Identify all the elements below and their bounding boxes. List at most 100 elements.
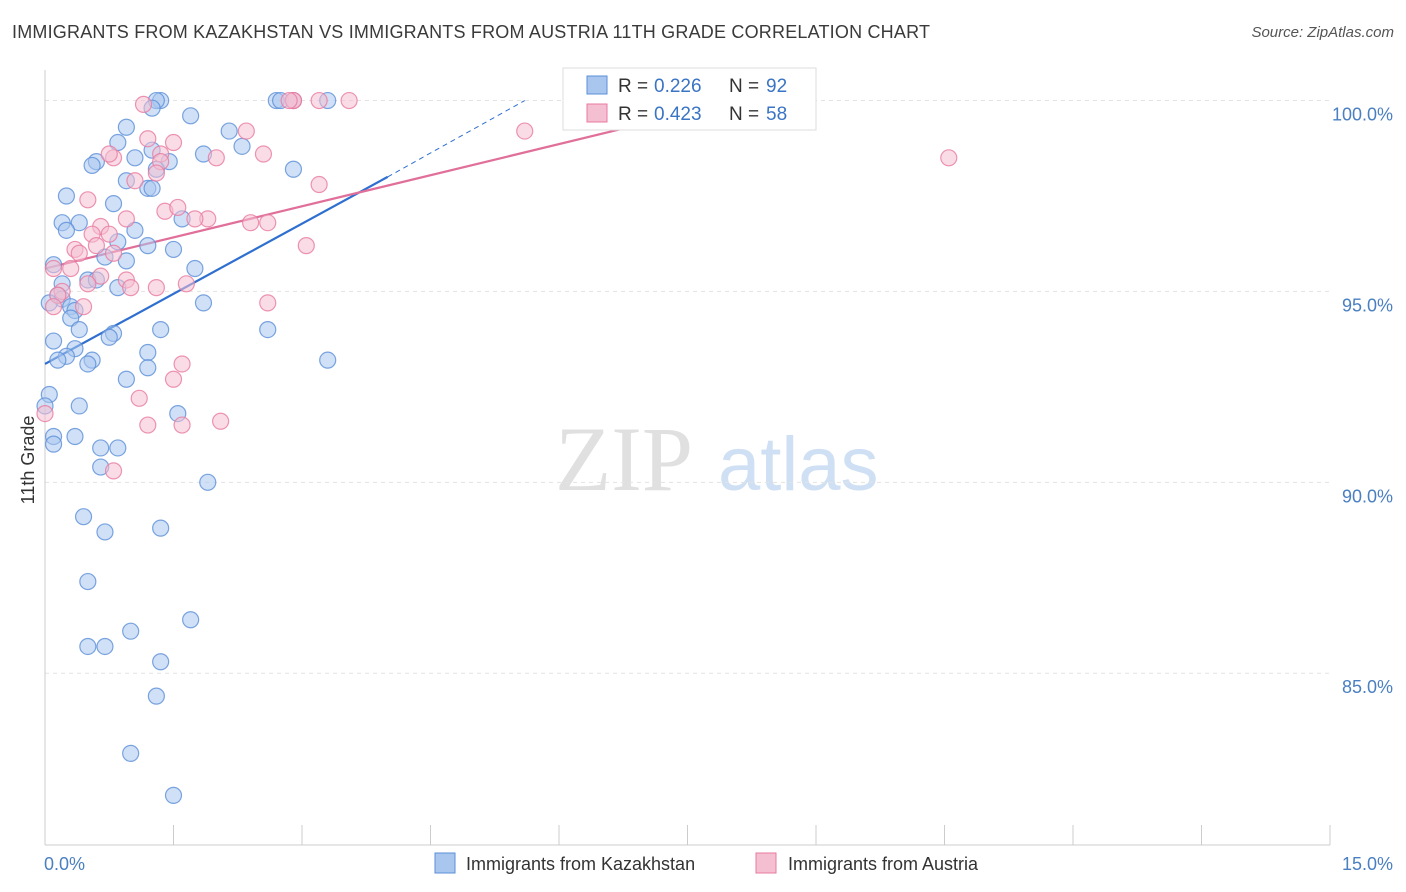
austria-point [122, 279, 140, 297]
austria-point [139, 130, 157, 148]
axes [44, 70, 1331, 846]
x-tick-label: 15.0% [1342, 854, 1393, 874]
kazakhstan-point [79, 355, 97, 373]
kazakhstan-point [182, 107, 200, 125]
kazakhstan-point [44, 332, 63, 350]
kazakhstan-point [220, 122, 238, 140]
kazakhstan-point [70, 321, 88, 339]
kazakhstan-point [66, 427, 84, 446]
kazakhstan-point [194, 294, 213, 312]
kazakhstan-point [100, 328, 118, 346]
austria-point [310, 175, 328, 194]
kazakhstan-point [96, 523, 114, 541]
kazakhstan-point [284, 160, 303, 178]
kazakhstan-point [96, 637, 114, 656]
kazakhstan-point [92, 439, 110, 457]
legend-swatch-kazakhstan [434, 852, 456, 874]
source-credit: Source: ZipAtlas.com [1251, 24, 1394, 41]
austria-point [173, 416, 191, 434]
austria-point [36, 404, 54, 423]
stats-legend: R = 0.226 N = 92 R = 0.423 N = 58 [562, 67, 817, 131]
stats-legend-swatch-austria [586, 103, 608, 123]
austria-points [36, 91, 958, 480]
stats-n-label-kazakhstan: N = [729, 76, 759, 97]
stats-n-value-kazakhstan: 92 [766, 76, 787, 97]
kazakhstan-point [109, 439, 127, 457]
austria-point [173, 355, 191, 373]
kazakhstan-point [319, 351, 337, 369]
austria-point [340, 91, 358, 110]
y-tick-label: 100.0% [1332, 105, 1393, 125]
kazakhstan-point [182, 611, 200, 629]
kazakhstan-point [83, 156, 101, 175]
austria-point [117, 210, 135, 228]
austria-point [100, 225, 118, 243]
kazakhstan-point [117, 370, 135, 388]
kazakhstan-point [62, 309, 80, 327]
kazakhstan-point [57, 187, 76, 205]
kazakhstan-point [143, 179, 161, 197]
kazakhstan-point [199, 473, 217, 491]
austria-point [134, 95, 153, 113]
stats-r-label-kazakhstan: R = [618, 76, 648, 97]
austria-point [164, 133, 183, 152]
austria-point [87, 237, 106, 255]
y-tick-label: 85.0% [1342, 677, 1393, 697]
austria-point [70, 244, 88, 262]
kazakhstan-point [122, 744, 140, 762]
watermark-atlas: atlas [718, 422, 879, 507]
austria-point [147, 164, 165, 182]
austria-point [237, 122, 255, 140]
kazakhstan-point [259, 321, 277, 339]
austria-point [44, 259, 63, 278]
austria-point [147, 279, 165, 297]
legend-label-kazakhstan: Immigrants from Kazakhstan [466, 854, 695, 874]
austria-point [259, 294, 277, 312]
kazakhstan-point [164, 240, 183, 259]
kazakhstan-point [152, 519, 170, 537]
austria-point [940, 149, 958, 167]
kazakhstan-point [126, 149, 144, 167]
kazakhstan-point [117, 252, 135, 270]
austria-point [164, 370, 183, 388]
stats-n-label-austria: N = [729, 104, 759, 125]
stats-r-label-austria: R = [618, 104, 648, 125]
austria-point [126, 172, 144, 190]
series-legend: Immigrants from Kazakhstan Immigrants fr… [434, 852, 979, 874]
austria-point [212, 412, 230, 430]
kazakhstan-point [70, 397, 88, 415]
kazakhstan-point [152, 653, 170, 671]
kazakhstan-trend-extension [387, 100, 525, 178]
watermark-zip: ZIP [555, 408, 693, 510]
kazakhstan-point [139, 237, 157, 255]
austria-point [254, 145, 273, 163]
austria-point [207, 149, 225, 167]
y-tick-label: 95.0% [1342, 295, 1393, 315]
austria-point [79, 275, 97, 293]
legend-label-austria: Immigrants from Austria [788, 854, 979, 874]
kazakhstan-point [74, 508, 93, 526]
austria-point [62, 259, 80, 278]
austria-point [310, 91, 328, 110]
austria-point [259, 214, 277, 232]
austria-point [100, 145, 118, 163]
austria-point [280, 91, 298, 110]
austria-point [79, 191, 97, 209]
kazakhstan-point [117, 118, 135, 136]
austria-point [186, 210, 204, 228]
kazakhstan-point [139, 343, 157, 362]
austria-point [139, 416, 157, 434]
kazakhstan-point [122, 622, 140, 640]
kazakhstan-point [147, 687, 165, 705]
kazakhstan-point [79, 637, 97, 656]
y-tick-label: 90.0% [1342, 486, 1393, 506]
kazakhstan-point [44, 435, 63, 453]
kazakhstan-point [152, 321, 170, 339]
austria-point [74, 298, 93, 316]
kazakhstan-point [79, 572, 97, 591]
austria-point [297, 237, 315, 255]
kazakhstan-point [139, 359, 157, 377]
kazakhstan-point [126, 221, 144, 239]
kazakhstan-point [233, 137, 251, 155]
